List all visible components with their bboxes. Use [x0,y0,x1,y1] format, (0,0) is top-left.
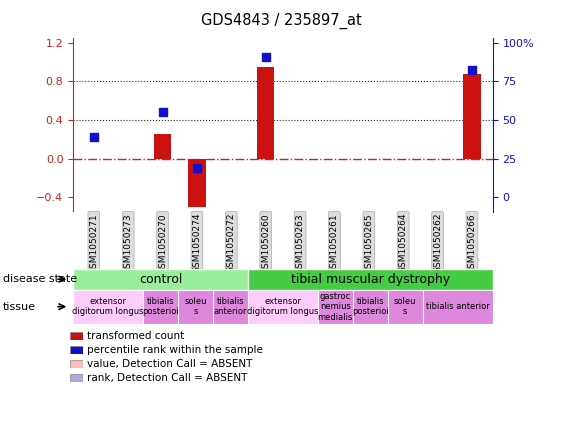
Text: disease state: disease state [3,274,77,284]
Bar [189,159,205,207]
Text: GDS4843 / 235897_at: GDS4843 / 235897_at [201,13,362,29]
Text: gastroc
nemius
medialis: gastroc nemius medialis [318,292,353,321]
Bar [257,67,274,159]
Text: tibialis
anterior: tibialis anterior [214,297,247,316]
Text: soleu
s: soleu s [184,297,207,316]
Text: tibialis
posterioi: tibialis posterioi [142,297,179,316]
Text: tissue: tissue [3,302,36,312]
Text: extensor
digitorum longus: extensor digitorum longus [247,297,319,316]
Point [90,134,99,141]
Text: tibialis
posterioi: tibialis posterioi [352,297,388,316]
Text: value, Detection Call = ABSENT: value, Detection Call = ABSENT [87,359,253,369]
Bar [463,74,481,159]
Point [158,109,167,115]
Text: transformed count: transformed count [87,331,185,341]
Text: percentile rank within the sample: percentile rank within the sample [87,345,263,355]
Text: tibialis anterior: tibialis anterior [426,302,490,311]
Point [193,165,202,172]
Point [261,54,270,61]
Text: control: control [139,273,182,286]
Bar [154,135,171,159]
Text: tibial muscular dystrophy: tibial muscular dystrophy [291,273,450,286]
Text: soleu
s: soleu s [394,297,417,316]
Text: extensor
digitorum longus: extensor digitorum longus [73,297,144,316]
Point [467,66,476,73]
Text: rank, Detection Call = ABSENT: rank, Detection Call = ABSENT [87,373,248,383]
